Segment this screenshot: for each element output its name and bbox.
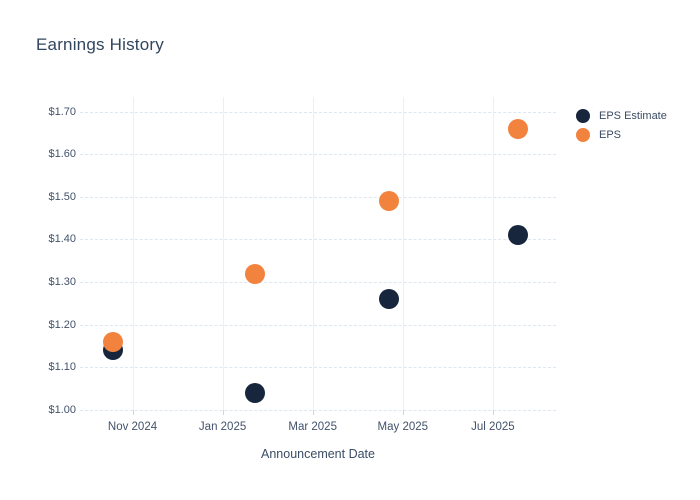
y-tick-label: $1.00 xyxy=(48,404,76,416)
y-gridline xyxy=(80,196,556,198)
legend-label: EPS Estimate xyxy=(599,109,667,122)
legend-item-eps-estimate[interactable]: EPS Estimate xyxy=(576,106,667,125)
eps-point[interactable] xyxy=(245,263,266,284)
y-tick-label: $1.30 xyxy=(48,276,76,289)
plot-area: $1.70 $1.60 $1.50 $1.40 $1.30 $1.20 $1.10 $1.00… xyxy=(48,97,556,433)
eps-estimate-marker-icon xyxy=(576,108,590,123)
x-tick-mark xyxy=(132,410,134,415)
eps-point[interactable] xyxy=(507,118,528,139)
eps-point[interactable] xyxy=(378,191,399,212)
x-tick-mark xyxy=(402,410,404,415)
x-tick-label: Mar 2025 xyxy=(288,421,337,433)
y-tick-label: $1.40 xyxy=(48,233,76,246)
legend-label: EPS xyxy=(599,128,622,141)
x-tick-label: Nov 2024 xyxy=(107,421,158,433)
eps-point[interactable] xyxy=(102,331,123,352)
x-gridline xyxy=(222,97,224,410)
x-tick-mark xyxy=(492,410,494,415)
x-gridline xyxy=(492,97,494,410)
y-tick-label: $1.10 xyxy=(48,361,76,374)
y-tick-label: $1.60 xyxy=(48,148,76,161)
x-tick-mark xyxy=(222,410,224,415)
y-gridline xyxy=(80,410,556,411)
x-tick-mark xyxy=(312,410,314,415)
eps-estimate-point[interactable] xyxy=(245,382,266,403)
y-tick-label: $1.20 xyxy=(48,318,76,331)
x-gridline xyxy=(132,97,134,410)
legend-item-eps[interactable]: EPS xyxy=(576,125,667,144)
x-gridline xyxy=(402,97,404,410)
y-gridline xyxy=(80,239,556,241)
y-gridline xyxy=(80,154,556,156)
y-tick-label: $1.70 xyxy=(48,105,76,118)
x-tick-label: May 2025 xyxy=(377,421,429,433)
y-gridline xyxy=(80,367,556,369)
legend: EPS Estimate EPS xyxy=(576,106,667,144)
eps-estimate-point[interactable] xyxy=(507,225,528,246)
y-gridline xyxy=(80,324,556,326)
y-gridline xyxy=(80,282,556,284)
y-tick-label: $1.50 xyxy=(48,190,76,203)
x-axis-title: Announcement Date xyxy=(261,447,375,461)
y-gridline xyxy=(80,111,556,113)
chart-title: Earnings History xyxy=(36,35,164,54)
eps-marker-icon xyxy=(576,127,590,142)
x-tick-label: Jul 2025 xyxy=(471,421,515,433)
x-tick-label: Jan 2025 xyxy=(198,421,247,433)
x-gridline xyxy=(312,97,314,410)
eps-estimate-point[interactable] xyxy=(378,289,399,310)
